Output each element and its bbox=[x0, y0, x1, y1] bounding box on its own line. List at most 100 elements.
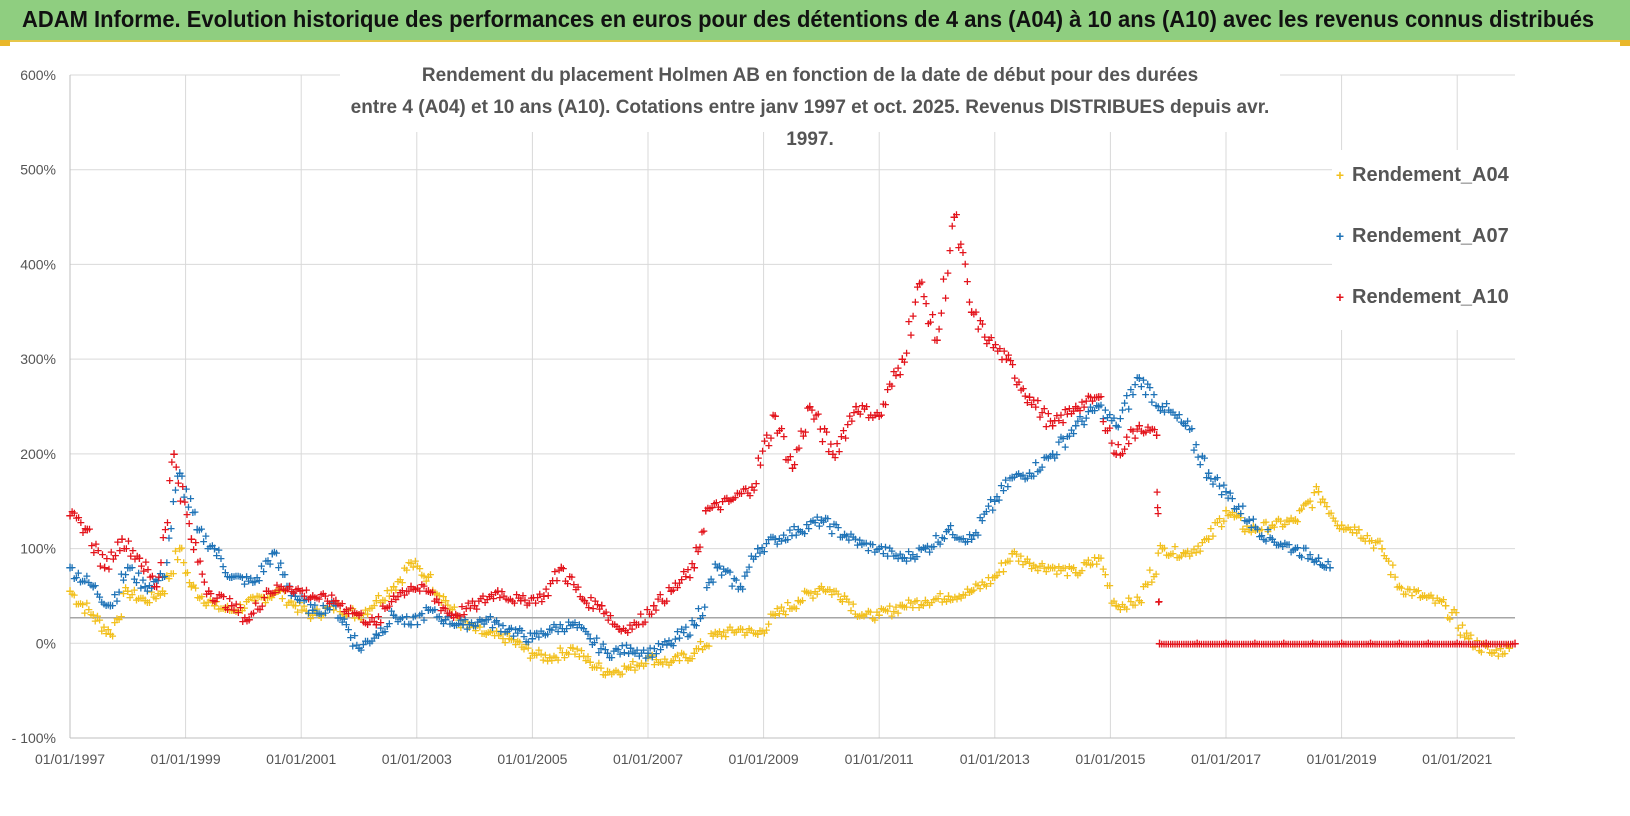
interpolated-marker: + bbox=[112, 595, 121, 608]
interpolated-marker: + bbox=[881, 398, 890, 411]
data-point: + bbox=[157, 570, 167, 584]
interpolated-marker: + bbox=[285, 579, 294, 592]
interpolated-marker: + bbox=[586, 591, 595, 604]
x-tick-label: 01/01/2015 bbox=[1075, 751, 1145, 767]
interpolated-marker: + bbox=[685, 628, 694, 641]
interpolated-marker: + bbox=[577, 621, 586, 634]
interpolated-marker: + bbox=[1080, 556, 1089, 569]
data-point: + bbox=[1452, 636, 1462, 650]
interpolated-marker: + bbox=[1359, 637, 1368, 650]
interpolated-marker: + bbox=[1433, 592, 1442, 605]
interpolated-marker: + bbox=[1153, 501, 1162, 514]
interpolated-marker: + bbox=[1462, 627, 1471, 640]
interpolated-marker: + bbox=[999, 484, 1008, 497]
interpolated-marker: + bbox=[992, 569, 1001, 582]
interpolated-marker: + bbox=[930, 334, 939, 347]
interpolated-marker: + bbox=[1276, 538, 1285, 551]
interpolated-marker: + bbox=[119, 587, 128, 600]
interpolated-marker: + bbox=[186, 492, 195, 505]
data-point: + bbox=[1313, 485, 1323, 499]
interpolated-marker: + bbox=[1164, 637, 1173, 650]
interpolated-marker: + bbox=[193, 555, 202, 568]
interpolated-marker: + bbox=[894, 361, 903, 374]
interpolated-marker: + bbox=[787, 602, 796, 615]
interpolated-marker: + bbox=[1187, 422, 1196, 435]
interpolated-marker: + bbox=[1275, 637, 1284, 650]
data-point: + bbox=[701, 504, 711, 518]
data-point: + bbox=[643, 646, 653, 660]
interpolated-marker: + bbox=[864, 605, 873, 618]
interpolated-marker: + bbox=[656, 588, 665, 601]
interpolated-marker: + bbox=[919, 290, 928, 303]
interpolated-marker: + bbox=[1282, 514, 1291, 527]
interpolated-marker: + bbox=[1058, 416, 1067, 429]
interpolated-marker: + bbox=[609, 645, 618, 658]
interpolated-marker: + bbox=[1082, 395, 1091, 408]
interpolated-marker: + bbox=[900, 551, 909, 564]
interpolated-marker: + bbox=[751, 550, 760, 563]
interpolated-marker: + bbox=[635, 650, 644, 663]
interpolated-marker: + bbox=[1073, 568, 1082, 581]
interpolated-marker: + bbox=[1096, 399, 1105, 412]
interpolated-marker: + bbox=[1054, 435, 1063, 448]
interpolated-marker: + bbox=[800, 527, 809, 540]
interpolated-marker: + bbox=[248, 590, 257, 603]
interpolated-marker: + bbox=[870, 408, 879, 421]
interpolated-marker: + bbox=[1443, 611, 1452, 624]
interpolated-marker: + bbox=[563, 577, 572, 590]
interpolated-marker: + bbox=[1101, 424, 1110, 437]
data-point: + bbox=[1134, 371, 1144, 385]
interpolated-marker: + bbox=[204, 595, 213, 608]
interpolated-marker: + bbox=[1197, 637, 1206, 650]
data-point: + bbox=[134, 551, 144, 565]
interpolated-marker: + bbox=[971, 306, 980, 319]
interpolated-marker: + bbox=[469, 621, 478, 634]
interpolated-marker: + bbox=[302, 584, 311, 597]
interpolated-marker: + bbox=[340, 608, 349, 621]
interpolated-marker: + bbox=[1033, 394, 1042, 407]
interpolated-marker: + bbox=[599, 607, 608, 620]
interpolated-marker: + bbox=[179, 556, 188, 569]
interpolated-marker: + bbox=[906, 597, 915, 610]
interpolated-marker: + bbox=[1075, 404, 1084, 417]
interpolated-marker: + bbox=[160, 570, 169, 583]
interpolated-marker: + bbox=[704, 576, 713, 589]
interpolated-marker: + bbox=[1404, 637, 1413, 650]
interpolated-marker: + bbox=[139, 564, 148, 577]
interpolated-marker: + bbox=[766, 531, 775, 544]
interpolated-marker: + bbox=[664, 659, 673, 672]
data-point: + bbox=[458, 617, 468, 631]
interpolated-marker: + bbox=[1014, 554, 1023, 567]
data-point: + bbox=[1192, 636, 1202, 650]
interpolated-marker: + bbox=[437, 596, 446, 609]
interpolated-marker: + bbox=[1166, 406, 1175, 419]
interpolated-marker: + bbox=[599, 638, 608, 651]
interpolated-marker: + bbox=[601, 643, 610, 656]
interpolated-marker: + bbox=[70, 507, 79, 520]
interpolated-marker: + bbox=[696, 612, 705, 625]
interpolated-marker: + bbox=[541, 648, 550, 661]
interpolated-marker: + bbox=[1289, 514, 1298, 527]
interpolated-marker: + bbox=[1458, 618, 1467, 631]
interpolated-marker: + bbox=[191, 582, 200, 595]
data-point: + bbox=[545, 650, 555, 664]
interpolated-marker: + bbox=[922, 297, 931, 310]
interpolated-marker: + bbox=[1035, 464, 1044, 477]
interpolated-marker: + bbox=[319, 609, 328, 622]
interpolated-marker: + bbox=[1208, 529, 1217, 542]
interpolated-marker: + bbox=[978, 318, 987, 331]
interpolated-marker: + bbox=[317, 608, 326, 621]
interpolated-marker: + bbox=[1046, 449, 1055, 462]
interpolated-marker: + bbox=[1348, 526, 1357, 539]
interpolated-marker: + bbox=[851, 533, 860, 546]
interpolated-marker: + bbox=[1105, 579, 1114, 592]
interpolated-marker: + bbox=[836, 530, 845, 543]
interpolated-marker: + bbox=[125, 562, 134, 575]
interpolated-marker: + bbox=[1065, 429, 1074, 442]
interpolated-marker: + bbox=[1050, 561, 1059, 574]
interpolated-marker: + bbox=[173, 553, 182, 566]
data-point: + bbox=[82, 523, 92, 537]
interpolated-marker: + bbox=[441, 602, 450, 615]
interpolated-marker: + bbox=[451, 607, 460, 620]
interpolated-marker: + bbox=[891, 369, 900, 382]
